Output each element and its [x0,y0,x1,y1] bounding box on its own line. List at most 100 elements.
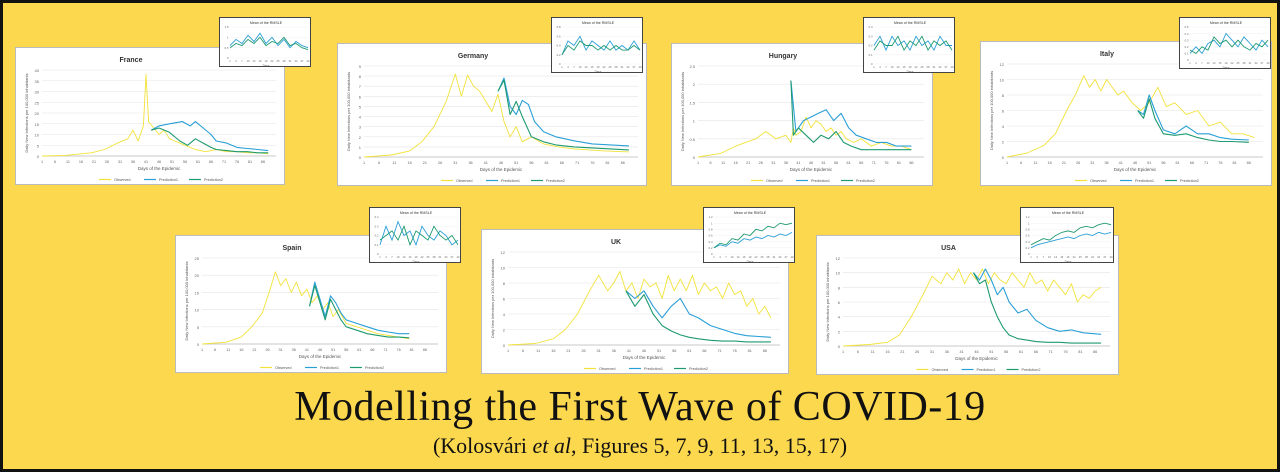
france-rmsle-series-prediction1 [229,32,309,49]
italy-rmsle-x-tick: 13 [1213,61,1216,65]
hungary-rmsle-y-tick: 0.4 [869,25,873,29]
france-rmsle-y-tick: 1.5 [225,25,229,29]
france-rmsle-x-tick: 7 [241,59,243,63]
usa-rmsle-y-tick: 0.6 [1026,234,1030,238]
usa-rmsle-series-prediction1 [1030,231,1112,249]
germany-y-tick-label: 5 [359,104,362,109]
usa-series-prediction1 [973,268,1102,335]
france-x-tick-label: 76 [235,160,239,164]
spain-rmsle-inset: Mean of the RMSLE 0 0.1 0.2 0.3 0.4 1 4 7 10 13 16 1… [369,207,461,264]
hungary-x-tick-label: 76 [884,161,888,165]
spain-series-observed [201,271,410,345]
spain-y-tick-label: 5 [197,325,200,330]
france-chart-title: France [120,57,143,64]
spain-legend-label-prediction2: Prediction2 [365,366,384,370]
france-rmsle-x-tick: 22 [271,59,274,63]
hungary-rmsle-title: Mean of the RMSLE [894,21,927,25]
germany-rmsle-title: Mean of the RMSLE [582,21,615,25]
france-rmsle-x-label: Days [263,64,270,68]
germany-rmsle-y-tick: 0.4 [557,44,561,48]
spain-rmsle-x-label: Days [413,260,420,264]
germany-x-tick-label: 86 [621,161,625,165]
italy-rmsle-x-tick: 34 [1255,61,1258,65]
hungary-x-tick-label: 71 [872,161,876,165]
france-x-tick-label: 11 [66,160,70,164]
hungary-series-prediction1 [790,80,912,147]
france-rmsle-x-tick: 31 [289,59,292,63]
italy-rmsle-title: Mean of the RMSLE [1210,21,1243,25]
uk-rmsle-x-tick: 7 [725,255,727,259]
france-x-tick-label: 6 [54,160,56,164]
france-x-tick-label: 31 [118,160,122,164]
germany-rmsle-x-tick: 34 [627,65,630,69]
usa-rmsle-y-tick: 1.2 [1026,215,1030,219]
usa-rmsle-x-tick: 25 [1079,255,1082,259]
hungary-x-tick-label: 36 [784,161,788,165]
spain-x-tick-label: 21 [252,348,256,352]
uk-x-tick-label: 41 [627,349,631,353]
uk-x-tick-label: 11 [536,349,540,353]
france-x-tick-label: 41 [144,160,148,164]
germany-rmsle-x-tick: 22 [603,65,606,69]
spain-rmsle-y-tick: 0.2 [375,234,379,238]
hungary-rmsle-series-prediction2 [873,35,953,52]
italy-legend-label-observed: Observed [1090,179,1106,183]
germany-rmsle-x-tick: 4 [567,65,569,69]
usa-x-tick-label: 6 [857,350,859,354]
germany-x-tick-label: 31 [453,161,457,165]
italy-series-observed [1006,75,1255,158]
germany-x-tick-label: 51 [514,161,518,165]
italy-rmsle-x-tick: 28 [1243,61,1246,65]
uk-rmsle-y-tick: 0.2 [709,246,713,250]
italy-y-axis-label: Daily New Infections per 100,000 inhabit… [989,71,994,150]
uk-rmsle-x-tick: 40 [791,255,794,259]
spain-rmsle-x-tick: 1 [379,255,381,259]
italy-y-tick-label: 8 [1002,93,1005,98]
uk-rmsle-series-prediction1 [713,232,793,249]
usa-rmsle-x-tick: 7 [1043,255,1045,259]
uk-series-prediction1 [625,290,771,338]
usa-x-tick-label: 86 [1093,350,1097,354]
usa-rmsle-y-tick: 0.2 [1026,246,1030,250]
france-rmsle-x-tick: 34 [295,59,298,63]
usa-x-tick-label: 66 [1034,350,1038,354]
france-x-tick-label: 81 [248,160,252,164]
italy-y-tick-label: 12 [1000,62,1005,67]
france-y-tick-label: 15 [35,122,40,127]
usa-rmsle-x-tick: 16 [1060,255,1063,259]
germany-x-tick-label: 6 [378,161,380,165]
spain-rmsle-series-prediction1 [379,220,459,247]
usa-x-tick-label: 36 [945,350,949,354]
germany-rmsle-x-tick: 16 [591,65,594,69]
france-x-tick-label: 26 [105,160,109,164]
uk-rmsle-x-tick: 1 [713,255,715,259]
italy-rmsle-y-tick: 0.1 [1185,52,1189,56]
hungary-rmsle-inset: Mean of the RMSLE 0 0.1 0.2 0.3 0.4 1 4 7 10 13 16 1… [863,17,955,74]
hungary-x-tick-label: 16 [734,161,738,165]
usa-rmsle-y-tick: 0.8 [1026,228,1030,232]
italy-legend-label-prediction1: Prediction1 [1135,179,1154,183]
uk-y-tick-label: 6 [503,297,506,302]
france-rmsle-x-tick: 37 [301,59,304,63]
spain-chart-title: Spain [282,245,301,252]
france-x-tick-label: 86 [261,160,265,164]
spain-rmsle-x-tick: 13 [403,255,406,259]
germany-rmsle-svg: Mean of the RMSLE 0 0.2 0.4 0.6 0.8 1 4 7 10 13 16 1… [557,21,642,74]
hungary-rmsle-x-tick: 28 [927,65,930,69]
usa-legend-label-prediction2: Prediction2 [1022,368,1041,372]
hungary-series-observed [697,116,912,158]
france-rmsle-series-prediction2 [229,36,309,51]
hungary-y-tick-label: 1 [693,119,696,124]
uk-x-tick-label: 6 [522,349,524,353]
hungary-rmsle-x-tick: 13 [897,65,900,69]
spain-rmsle-x-tick: 28 [433,255,436,259]
italy-y-tick-label: 2 [1002,140,1005,145]
france-y-tick-label: 35 [35,79,40,84]
uk-y-tick-label: 10 [501,266,506,271]
italy-x-tick-label: 16 [1048,161,1052,165]
hungary-x-tick-label: 1 [697,161,699,165]
subtitle-prefix: (Kolosvári [432,433,533,458]
uk-x-tick-label: 71 [717,349,721,353]
usa-x-tick-label: 51 [989,350,993,354]
